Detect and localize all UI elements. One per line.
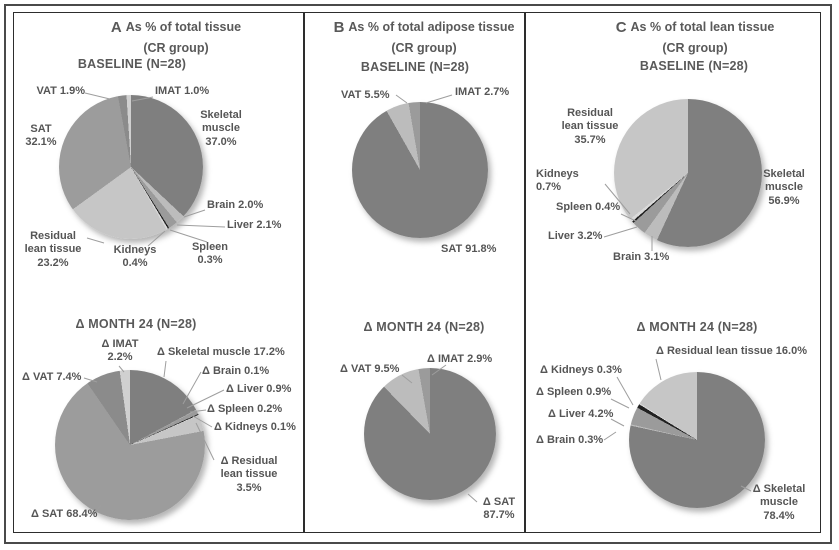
label-delta-spleen: Δ Spleen 0.9% [536,386,612,398]
panel-a-group-line: (CR group) [143,40,209,55]
panel-c-title-text: As % of total lean tissue [630,20,775,34]
pie-a-baseline [59,95,203,239]
label-sat: SAT 91.8% [441,243,497,255]
panel-c-group-line: (CR group) [662,40,728,55]
label-delta-liver: Δ Liver 0.9% [226,383,292,395]
panel-c-letter: C [615,19,627,36]
label-brain: Brain 2.0% [207,199,264,211]
label-kidneys: Kidneys 0.4% [113,244,157,270]
label-delta-sat: Δ SAT 87.7% [482,496,516,522]
label-delta-brain: Δ Brain 0.1% [202,365,270,377]
label-kidneys: Kidneys 0.7% [536,168,579,194]
panel-b-letter: B [333,19,345,36]
pie-c-baseline [614,99,762,247]
heading-c-month24: Δ MONTH 24 (N=28) [636,320,758,334]
label-delta-imat: Δ IMAT 2.9% [427,353,493,365]
pie-b-baseline [352,102,488,238]
panel-b-title: B As % of total adipose tissue (CR group) [314,17,534,57]
label-vat: VAT 5.5% [341,89,390,101]
label-delta-kidneys: Δ Kidneys 0.1% [214,421,296,433]
pie-b-month24 [364,368,496,500]
panel-a-title: A As % of total tissue (CR group) [66,17,286,57]
label-delta-kidneys: Δ Kidneys 0.3% [540,364,622,376]
label-residual-lean-tissue: Residual lean tissue 35.7% [561,107,619,146]
panel-divider-bc [524,12,526,533]
heading-b-month24: Δ MONTH 24 (N=28) [363,320,485,334]
label-delta-skeletal-muscle: Δ Skeletal muscle 78.4% [752,483,806,522]
label-imat: IMAT 1.0% [155,85,210,97]
label-delta-liver: Δ Liver 4.2% [548,408,614,420]
label-spleen: Spleen 0.4% [556,201,621,213]
panel-divider-ab [303,12,305,533]
heading-a-month24: Δ MONTH 24 (N=28) [75,317,197,331]
panel-b-title-text: As % of total adipose tissue [348,20,515,34]
label-brain: Brain 3.1% [613,251,670,263]
label-skeletal-muscle: Skeletal muscle 56.9% [763,168,805,207]
label-liver: Liver 2.1% [227,219,282,231]
label-liver: Liver 3.2% [548,230,603,242]
label-delta-vat: Δ VAT 7.4% [22,371,82,383]
heading-a-baseline: BASELINE (N=28) [77,57,187,71]
panel-a-title-text: As % of total tissue [125,20,242,34]
label-delta-imat: Δ IMAT 2.2% [101,338,139,364]
label-delta-skeletal-muscle: Δ Skeletal muscle 17.2% [157,346,285,358]
heading-c-baseline: BASELINE (N=28) [639,59,749,73]
pie-a-month24 [55,370,205,520]
panel-a-letter: A [110,19,122,36]
label-spleen: Spleen 0.3% [191,241,229,267]
label-sat: SAT 32.1% [25,123,57,149]
pie-c-month24 [629,372,765,508]
label-delta-brain: Δ Brain 0.3% [536,434,604,446]
label-vat: VAT 1.9% [36,85,86,97]
label-imat: IMAT 2.7% [455,86,510,98]
label-skeletal-muscle: Skeletal muscle 37.0% [200,109,242,148]
label-delta-spleen: Δ Spleen 0.2% [207,403,283,415]
figure-outer-border [4,4,832,544]
panel-c-title: C As % of total lean tissue (CR group) [585,17,805,57]
panel-b-group-line: (CR group) [391,40,457,55]
heading-b-baseline: BASELINE (N=28) [360,60,470,74]
label-delta-vat: Δ VAT 9.5% [340,363,400,375]
label-delta-residual-lean-tissue: Δ Residual lean tissue 3.5% [220,455,278,494]
label-delta-sat: Δ SAT 68.4% [31,508,98,520]
label-residual-lean-tissue: Residual lean tissue 23.2% [24,230,82,269]
label-delta-residual-lean-tissue: Δ Residual lean tissue 16.0% [656,345,807,357]
